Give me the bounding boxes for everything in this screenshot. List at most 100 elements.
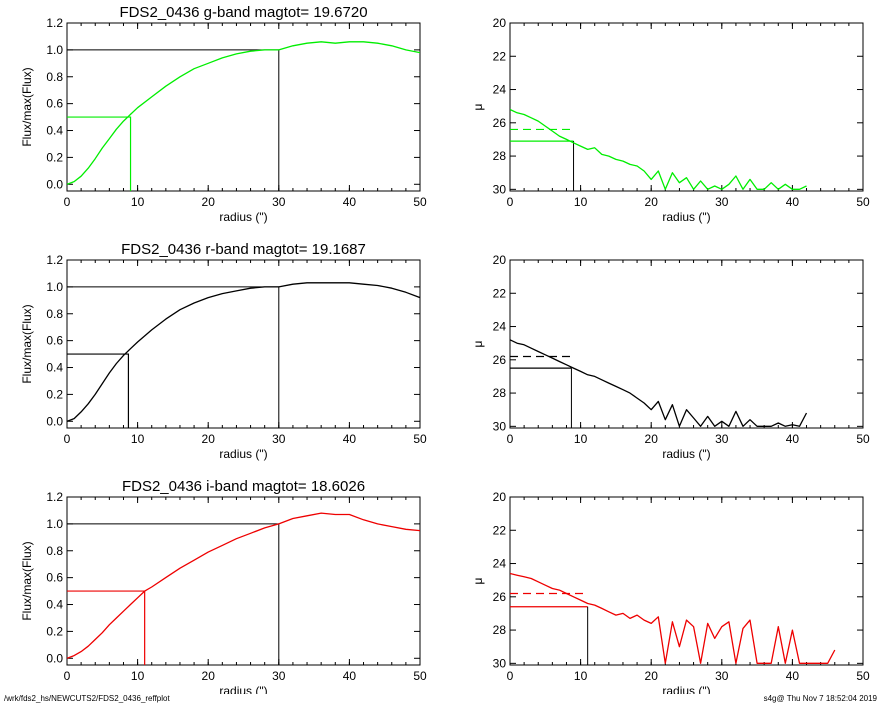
y-tick-label: 0.4 <box>46 598 63 612</box>
footer-timestamp-label: s4g@ Thu Nov 7 18:52:04 2019 <box>763 694 877 703</box>
x-tick-label: 0 <box>64 195 71 209</box>
x-tick-label: 20 <box>202 432 216 446</box>
x-tick-label: 0 <box>64 432 71 446</box>
plot-frame <box>509 496 864 666</box>
x-tick-label: 40 <box>786 195 800 209</box>
panel-g-surface-brightness: 0 10 20 30 40 50 20 22 24 26 28 30 radius (") μ <box>471 16 870 224</box>
x-tick-label: 0 <box>507 432 514 446</box>
panel-g-growth: 0 10 20 30 40 50 0.0 0.2 0.4 0.6 0.8 1.0 1.2 radius (… <box>20 4 427 224</box>
x-axis-label: radius (") <box>219 684 267 694</box>
y-tick-label: 24 <box>493 557 507 571</box>
x-tick-label: 40 <box>343 669 357 683</box>
panel-r-surface-brightness: 0 10 20 30 40 50 20 22 24 26 28 30 radius (") μ <box>471 253 870 461</box>
x-tick-label: 50 <box>856 669 870 683</box>
y-tick-label: 0.6 <box>46 97 63 111</box>
y-axis-label: Flux/max(Flux) <box>20 304 34 383</box>
y-tick-label: 1.2 <box>46 253 63 267</box>
x-tick-label: 10 <box>131 195 145 209</box>
y-tick-label: 0.8 <box>46 544 63 558</box>
x-tick-label: 40 <box>343 195 357 209</box>
x-tick-label: 20 <box>202 195 216 209</box>
plot-frame <box>509 22 864 192</box>
x-axis-label: radius (") <box>662 447 710 461</box>
y-tick-label: 0.0 <box>46 651 63 665</box>
panel-i-growth: 0 10 20 30 40 50 0.0 0.2 0.4 0.6 0.8 1.0 1.2 radius (… <box>20 478 427 694</box>
chart-title: FDS2_0436 r-band magtot= 19.1687 <box>121 241 366 258</box>
x-axis-label: radius (") <box>219 447 267 461</box>
panel-i-surface-brightness: 0 10 20 30 40 50 20 22 24 26 28 30 radius (") μ <box>471 490 870 694</box>
y-axis-label: Flux/max(Flux) <box>20 67 34 146</box>
x-tick-label: 0 <box>507 195 514 209</box>
chart-title: FDS2_0436 i-band magtot= 18.6026 <box>122 478 365 495</box>
y-tick-label: 0.6 <box>46 571 63 585</box>
x-tick-label: 40 <box>786 669 800 683</box>
y-tick-label: 1.0 <box>46 43 63 57</box>
x-tick-label: 0 <box>64 669 71 683</box>
i-band-profile-line <box>510 572 836 664</box>
y-axis-label: μ <box>471 577 485 584</box>
y-tick-label: 20 <box>493 253 507 267</box>
x-tick-label: 0 <box>507 669 514 683</box>
y-tick-label: 0.2 <box>46 387 63 401</box>
plot-area <box>67 282 420 428</box>
x-axis-label: radius (") <box>219 210 267 224</box>
y-tick-label: 28 <box>493 386 507 400</box>
y-tick-label: 26 <box>493 353 507 367</box>
g-band-profile-line <box>510 108 807 190</box>
half-light-reference-line <box>67 116 132 191</box>
plot-frame <box>66 22 421 192</box>
y-tick-label: 30 <box>493 656 507 670</box>
y-tick-label: 1.2 <box>46 16 63 30</box>
y-tick-label: 26 <box>493 590 507 604</box>
y-tick-label: 0.8 <box>46 307 63 321</box>
y-tick-label: 28 <box>493 149 507 163</box>
plot-area <box>67 41 420 191</box>
x-tick-label: 10 <box>574 432 588 446</box>
y-tick-label: 22 <box>493 523 507 537</box>
chart-title: FDS2_0436 g-band magtot= 19.6720 <box>119 4 367 21</box>
y-tick-label: 0.4 <box>46 124 63 138</box>
total-flux-reference-line <box>67 286 280 428</box>
g-band-profile-line <box>67 41 420 185</box>
x-tick-label: 30 <box>272 195 286 209</box>
total-flux-reference-line <box>67 523 280 665</box>
r-band-profile-line <box>510 339 808 427</box>
y-tick-label: 1.0 <box>46 280 63 294</box>
y-tick-label: 26 <box>493 116 507 130</box>
plot-frame <box>509 259 864 429</box>
x-tick-label: 50 <box>413 195 427 209</box>
x-tick-label: 30 <box>272 432 286 446</box>
half-light-reference-line <box>67 353 130 428</box>
x-tick-label: 40 <box>786 432 800 446</box>
x-tick-label: 50 <box>856 195 870 209</box>
y-tick-label: 24 <box>493 320 507 334</box>
y-tick-label: 0.2 <box>46 150 63 164</box>
plot-area <box>67 512 420 665</box>
y-tick-label: 0.6 <box>46 334 63 348</box>
y-tick-label: 20 <box>493 490 507 504</box>
y-tick-label: 30 <box>493 419 507 433</box>
y-tick-label: 1.2 <box>46 490 63 504</box>
y-tick-label: 0.8 <box>46 70 63 84</box>
x-axis-label: radius (") <box>662 684 710 694</box>
y-tick-label: 0.4 <box>46 361 63 375</box>
x-tick-label: 10 <box>574 669 588 683</box>
x-tick-label: 50 <box>856 432 870 446</box>
plot-area <box>510 108 807 191</box>
x-tick-label: 20 <box>645 432 659 446</box>
i-band-profile-line <box>67 512 420 659</box>
plot-frame <box>66 496 421 666</box>
y-tick-label: 0.0 <box>46 177 63 191</box>
x-tick-label: 10 <box>131 432 145 446</box>
y-tick-label: 24 <box>493 83 507 97</box>
x-tick-label: 20 <box>645 669 659 683</box>
total-flux-reference-line <box>67 49 280 191</box>
x-tick-label: 30 <box>715 432 729 446</box>
y-axis-label: μ <box>471 340 485 347</box>
x-tick-label: 10 <box>574 195 588 209</box>
y-tick-label: 22 <box>493 286 507 300</box>
r-band-profile-line <box>67 282 420 422</box>
x-tick-label: 20 <box>202 669 216 683</box>
y-axis-label: Flux/max(Flux) <box>20 541 34 620</box>
